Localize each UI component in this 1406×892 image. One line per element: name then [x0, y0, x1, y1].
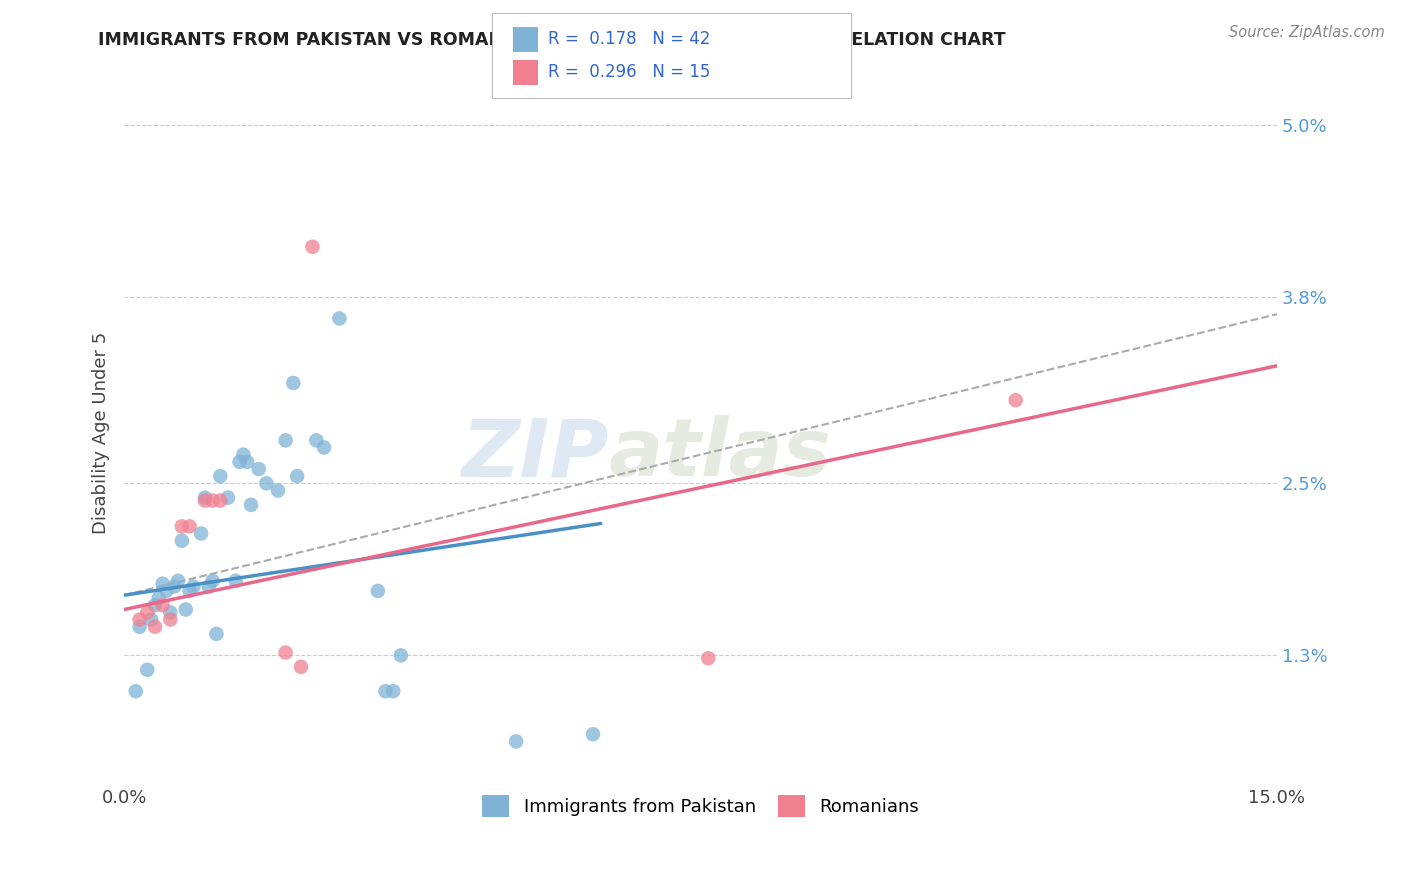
Text: Source: ZipAtlas.com: Source: ZipAtlas.com	[1229, 25, 1385, 40]
Point	[190, 526, 212, 541]
Point	[232, 448, 254, 462]
Text: R =  0.296   N = 15: R = 0.296 N = 15	[548, 63, 710, 81]
Point	[209, 493, 232, 508]
Y-axis label: Disability Age Under 5: Disability Age Under 5	[93, 332, 110, 534]
Point	[374, 684, 396, 698]
Point	[155, 583, 177, 598]
Text: IMMIGRANTS FROM PAKISTAN VS ROMANIAN DISABILITY AGE UNDER 5 CORRELATION CHART: IMMIGRANTS FROM PAKISTAN VS ROMANIAN DIS…	[98, 31, 1007, 49]
Point	[367, 583, 389, 598]
Point	[254, 476, 277, 491]
Point	[183, 580, 205, 594]
Point	[201, 574, 224, 588]
Point	[174, 602, 197, 616]
Point	[240, 498, 263, 512]
Text: ZIP: ZIP	[461, 416, 609, 493]
Point	[152, 598, 174, 612]
Point	[170, 533, 193, 548]
Point	[225, 574, 247, 588]
Point	[143, 620, 166, 634]
Point	[148, 591, 170, 605]
Point	[209, 469, 232, 483]
Point	[217, 491, 239, 505]
Point	[382, 684, 405, 698]
Point	[163, 580, 186, 594]
Point	[167, 574, 190, 588]
Point	[328, 311, 350, 326]
Point	[267, 483, 290, 498]
Point	[505, 734, 527, 748]
Point	[159, 613, 181, 627]
Point	[136, 606, 159, 620]
Point	[582, 727, 605, 741]
Point	[139, 613, 162, 627]
Point	[205, 627, 228, 641]
Point	[389, 648, 412, 663]
Point	[201, 493, 224, 508]
Point	[274, 434, 297, 448]
Point	[125, 684, 148, 698]
Point	[128, 613, 150, 627]
Point	[312, 441, 335, 455]
Point	[301, 240, 323, 254]
Point	[228, 455, 250, 469]
Point	[179, 583, 201, 598]
Point	[247, 462, 270, 476]
Text: R =  0.178   N = 42: R = 0.178 N = 42	[548, 30, 710, 48]
Point	[197, 580, 219, 594]
Point	[236, 455, 259, 469]
Point	[285, 469, 308, 483]
Point	[290, 660, 312, 674]
Text: atlas: atlas	[609, 416, 831, 493]
Point	[1004, 393, 1026, 408]
Point	[152, 576, 174, 591]
Point	[697, 651, 720, 665]
Point	[283, 376, 305, 390]
Point	[159, 606, 181, 620]
Point	[136, 663, 159, 677]
Point	[179, 519, 201, 533]
Point	[194, 493, 217, 508]
Legend: Immigrants from Pakistan, Romanians: Immigrants from Pakistan, Romanians	[475, 789, 927, 824]
Point	[128, 620, 150, 634]
Point	[143, 598, 166, 612]
Point	[305, 434, 328, 448]
Point	[194, 491, 217, 505]
Point	[274, 646, 297, 660]
Point	[170, 519, 193, 533]
